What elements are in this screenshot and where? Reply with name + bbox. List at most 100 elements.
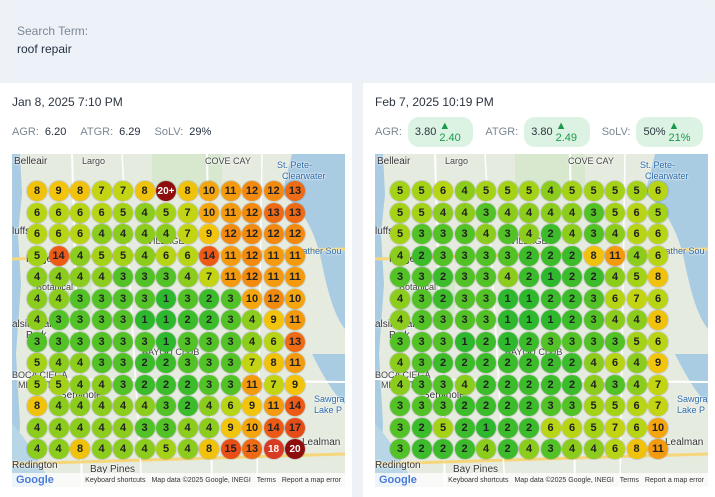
rank-dot[interactable]: 5 (519, 181, 539, 201)
rank-dot[interactable]: 4 (48, 267, 69, 287)
rank-dot[interactable]: 6 (605, 353, 625, 373)
rank-dot[interactable]: 2 (199, 310, 219, 330)
rank-dot[interactable]: 3 (113, 374, 133, 395)
rank-dot[interactable]: 2 (562, 245, 582, 266)
rank-dot[interactable]: 2 (497, 374, 518, 395)
keyboard-shortcuts-link[interactable]: Keyboard shortcuts (85, 476, 146, 484)
rank-dot[interactable]: 2 (476, 353, 496, 373)
rank-dot[interactable]: 1 (497, 288, 518, 309)
rank-dot[interactable]: 8 (134, 181, 155, 201)
rank-dot[interactable]: 4 (134, 396, 155, 416)
rank-dot[interactable]: 5 (605, 181, 625, 201)
rank-dot[interactable]: 4 (476, 439, 496, 459)
rank-dot[interactable]: 12 (242, 267, 262, 287)
rank-dot[interactable]: 2 (433, 288, 453, 309)
rank-dot[interactable]: 4 (70, 267, 90, 287)
rank-dot[interactable]: 3 (390, 331, 410, 352)
rank-dot[interactable]: 3 (220, 331, 241, 352)
terms-link[interactable]: Terms (619, 476, 639, 484)
rank-dot[interactable]: 3 (390, 417, 410, 438)
rank-dot[interactable]: 11 (263, 396, 284, 416)
rank-dot[interactable]: 10 (199, 202, 219, 223)
rank-dot[interactable]: 4 (70, 396, 90, 416)
rank-dot[interactable]: 2 (562, 288, 582, 309)
rank-dot[interactable]: 4 (27, 439, 47, 459)
rank-dot[interactable]: 4 (134, 224, 155, 244)
rank-dot[interactable]: 3 (113, 331, 133, 352)
rank-dot[interactable]: 5 (583, 181, 604, 201)
rank-dot[interactable]: 3 (199, 374, 219, 395)
rank-dot[interactable]: 5 (113, 202, 133, 223)
rank-dot[interactable]: 4 (134, 439, 155, 459)
rank-dot[interactable]: 3 (411, 310, 432, 330)
rank-dot[interactable]: 12 (285, 224, 305, 244)
rank-dot[interactable]: 20+ (156, 181, 176, 201)
rank-dot[interactable]: 3 (454, 224, 475, 244)
rank-dot[interactable]: 5 (626, 181, 647, 201)
rank-dot[interactable]: 2 (540, 224, 561, 244)
rank-dot[interactable]: 4 (27, 267, 47, 287)
rank-dot[interactable]: 2 (177, 374, 198, 395)
rank-dot[interactable]: 2 (497, 396, 518, 416)
rank-dot[interactable]: 2 (476, 374, 496, 395)
rank-dot[interactable]: 4 (48, 353, 69, 373)
rank-dot[interactable]: 3 (454, 310, 475, 330)
rank-grid-map[interactable]: Belleair Largo COVE CAY St. Pete- Clearw… (12, 154, 345, 487)
rank-dot[interactable]: 8 (27, 181, 47, 201)
rank-dot[interactable]: 3 (411, 267, 432, 287)
rank-grid-map[interactable]: Belleair Largo COVE CAY St. Pete- Clearw… (375, 154, 708, 487)
rank-dot[interactable]: 7 (648, 396, 668, 416)
rank-dot[interactable]: 4 (91, 439, 112, 459)
rank-dot[interactable]: 5 (91, 245, 112, 266)
rank-dot[interactable]: 3 (113, 267, 133, 287)
rank-dot[interactable]: 4 (177, 267, 198, 287)
rank-dot[interactable]: 8 (648, 310, 668, 330)
rank-dot[interactable]: 6 (156, 245, 176, 266)
rank-dot[interactable]: 5 (390, 202, 410, 223)
rank-dot[interactable]: 20 (285, 439, 305, 459)
rank-dot[interactable]: 6 (605, 439, 625, 459)
rank-dot[interactable]: 4 (390, 353, 410, 373)
rank-dot[interactable]: 2 (519, 353, 539, 373)
rank-dot[interactable]: 3 (433, 245, 453, 266)
rank-dot[interactable]: 4 (27, 310, 47, 330)
rank-dot[interactable]: 2 (519, 417, 539, 438)
rank-dot[interactable]: 3 (476, 202, 496, 223)
rank-dot[interactable]: 4 (583, 439, 604, 459)
rank-dot[interactable]: 12 (220, 224, 241, 244)
terms-link[interactable]: Terms (256, 476, 276, 484)
rank-dot[interactable]: 3 (199, 331, 219, 352)
rank-dot[interactable]: 3 (156, 417, 176, 438)
rank-dot[interactable]: 4 (476, 224, 496, 244)
rank-dot[interactable]: 4 (70, 245, 90, 266)
rank-dot[interactable]: 8 (70, 181, 90, 201)
rank-dot[interactable]: 4 (113, 224, 133, 244)
report-map-error-link[interactable]: Report a map error (644, 476, 704, 484)
rank-dot[interactable]: 3 (605, 374, 625, 395)
rank-dot[interactable]: 4 (91, 417, 112, 438)
rank-dot[interactable]: 4 (134, 202, 155, 223)
rank-dot[interactable]: 4 (519, 202, 539, 223)
rank-dot[interactable]: 3 (411, 288, 432, 309)
rank-dot[interactable]: 5 (583, 396, 604, 416)
rank-dot[interactable]: 6 (177, 245, 198, 266)
rank-dot[interactable]: 6 (648, 288, 668, 309)
rank-dot[interactable]: 4 (91, 224, 112, 244)
rank-dot[interactable]: 9 (199, 224, 219, 244)
rank-dot[interactable]: 12 (263, 224, 284, 244)
rank-dot[interactable]: 5 (156, 202, 176, 223)
rank-dot[interactable]: 3 (177, 288, 198, 309)
rank-dot[interactable]: 7 (263, 374, 284, 395)
rank-dot[interactable]: 1 (497, 310, 518, 330)
rank-dot[interactable]: 1 (519, 288, 539, 309)
rank-dot[interactable]: 6 (540, 417, 561, 438)
rank-dot[interactable]: 11 (605, 245, 625, 266)
rank-dot[interactable]: 14 (263, 417, 284, 438)
rank-dot[interactable]: 4 (519, 224, 539, 244)
rank-dot[interactable]: 5 (27, 245, 47, 266)
rank-dot[interactable]: 3 (454, 267, 475, 287)
rank-dot[interactable]: 3 (476, 267, 496, 287)
rank-dot[interactable]: 5 (605, 396, 625, 416)
rank-dot[interactable]: 2 (454, 439, 475, 459)
rank-dot[interactable]: 6 (626, 202, 647, 223)
